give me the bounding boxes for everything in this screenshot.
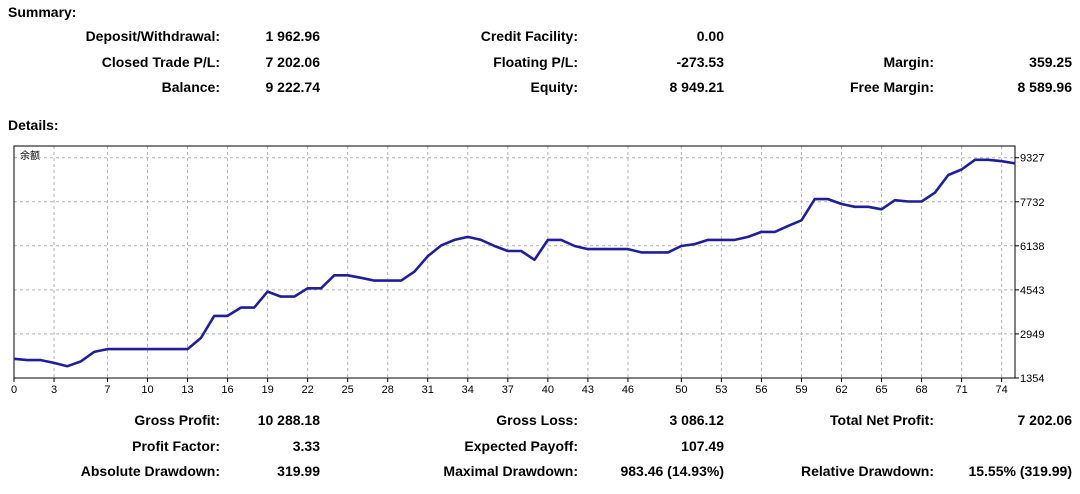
y-tick-label: 2949 bbox=[1020, 329, 1044, 341]
x-tick-label: 16 bbox=[221, 384, 233, 396]
y-tick-label: 1354 bbox=[1020, 373, 1044, 385]
y-tick-label: 6138 bbox=[1020, 241, 1044, 253]
details-stat-label: Profit Factor: bbox=[132, 438, 220, 454]
details-stat-label: Expected Payoff: bbox=[464, 438, 578, 454]
x-tick-label: 68 bbox=[915, 384, 927, 396]
summary-stat-value: 359.25 bbox=[1029, 54, 1072, 70]
summary-heading: Summary: bbox=[8, 4, 77, 20]
summary-stat-value: 8 589.96 bbox=[1017, 79, 1073, 95]
x-tick-label: 34 bbox=[462, 384, 474, 396]
x-tick-label: 37 bbox=[502, 384, 514, 396]
x-tick-label: 22 bbox=[302, 384, 314, 396]
summary-stat-label: Deposit/Withdrawal: bbox=[85, 28, 220, 44]
y-tick-label: 7732 bbox=[1020, 197, 1044, 209]
x-tick-label: 25 bbox=[342, 384, 354, 396]
balance-series-line bbox=[13, 158, 1016, 368]
y-tick-label: 9327 bbox=[1020, 153, 1044, 165]
summary-stat-label: Free Margin: bbox=[849, 79, 934, 95]
x-tick-label: 3 bbox=[51, 384, 57, 396]
summary-stat-value: 9 222.74 bbox=[265, 79, 321, 95]
x-tick-label: 59 bbox=[795, 384, 807, 396]
chart-title: 余额 bbox=[20, 149, 40, 162]
x-tick-label: 19 bbox=[261, 384, 273, 396]
details-stat-value: 7 202.06 bbox=[1017, 412, 1073, 428]
details-stat-label: Absolute Drawdown: bbox=[80, 463, 220, 479]
details-stat-value: 107.49 bbox=[681, 438, 724, 454]
x-tick-label: 62 bbox=[835, 384, 847, 396]
summary-stat-value: -273.53 bbox=[676, 54, 724, 70]
summary-stat-value: 1 962.96 bbox=[265, 28, 321, 44]
details-stat-value: 319.99 bbox=[277, 463, 320, 479]
x-tick-label: 31 bbox=[422, 384, 434, 396]
x-tick-label: 46 bbox=[622, 384, 634, 396]
x-tick-label: 13 bbox=[181, 384, 193, 396]
x-tick-label: 74 bbox=[996, 384, 1008, 396]
details-stat-value: 3.33 bbox=[292, 438, 320, 454]
details-stat-label: Maximal Drawdown: bbox=[443, 463, 578, 479]
x-tick-label: 53 bbox=[715, 384, 727, 396]
summary-stat-label: Balance: bbox=[161, 79, 220, 95]
x-tick-label: 71 bbox=[955, 384, 967, 396]
details-stat-label: Relative Drawdown: bbox=[800, 463, 934, 479]
summary-stat-label: Closed Trade P/L: bbox=[101, 54, 220, 70]
summary-stat-value: 0.00 bbox=[696, 28, 724, 44]
x-tick-label: 0 bbox=[11, 384, 17, 396]
x-tick-label: 50 bbox=[675, 384, 687, 396]
x-tick-label: 28 bbox=[382, 384, 394, 396]
summary-stat-label: Credit Facility: bbox=[480, 28, 578, 44]
details-stat-label: Gross Loss: bbox=[496, 412, 578, 428]
details-stat-value: 3 086.12 bbox=[669, 412, 725, 428]
details-stat-label: Gross Profit: bbox=[134, 412, 220, 428]
x-tick-label: 10 bbox=[141, 384, 153, 396]
summary-stat-value: 8 949.21 bbox=[669, 79, 725, 95]
y-tick-label: 4543 bbox=[1020, 285, 1044, 297]
details-stat-value: 10 288.18 bbox=[257, 412, 320, 428]
summary-stat-label: Floating P/L: bbox=[493, 54, 578, 70]
summary-stat-label: Margin: bbox=[883, 54, 934, 70]
x-tick-label: 65 bbox=[875, 384, 887, 396]
summary-stat-label: Equity: bbox=[530, 79, 578, 95]
summary-stat-value: 7 202.06 bbox=[265, 54, 321, 70]
details-stat-value: 15.55% (319.99) bbox=[968, 463, 1072, 479]
x-tick-label: 43 bbox=[582, 384, 594, 396]
x-tick-label: 7 bbox=[104, 384, 110, 396]
x-tick-label: 40 bbox=[542, 384, 554, 396]
plot-frame bbox=[13, 145, 1016, 379]
details-stat-value: 983.46 (14.93%) bbox=[620, 463, 724, 479]
details-heading: Details: bbox=[8, 117, 59, 133]
x-tick-label: 56 bbox=[755, 384, 767, 396]
balance-chart: 0 3 7 10 13 16 19 22 25 28 31 34 37 40 43 46 50 53 56 59 62 6… bbox=[11, 145, 1044, 396]
plot-area bbox=[14, 146, 1015, 378]
details-stat-label: Total Net Profit: bbox=[830, 412, 934, 428]
